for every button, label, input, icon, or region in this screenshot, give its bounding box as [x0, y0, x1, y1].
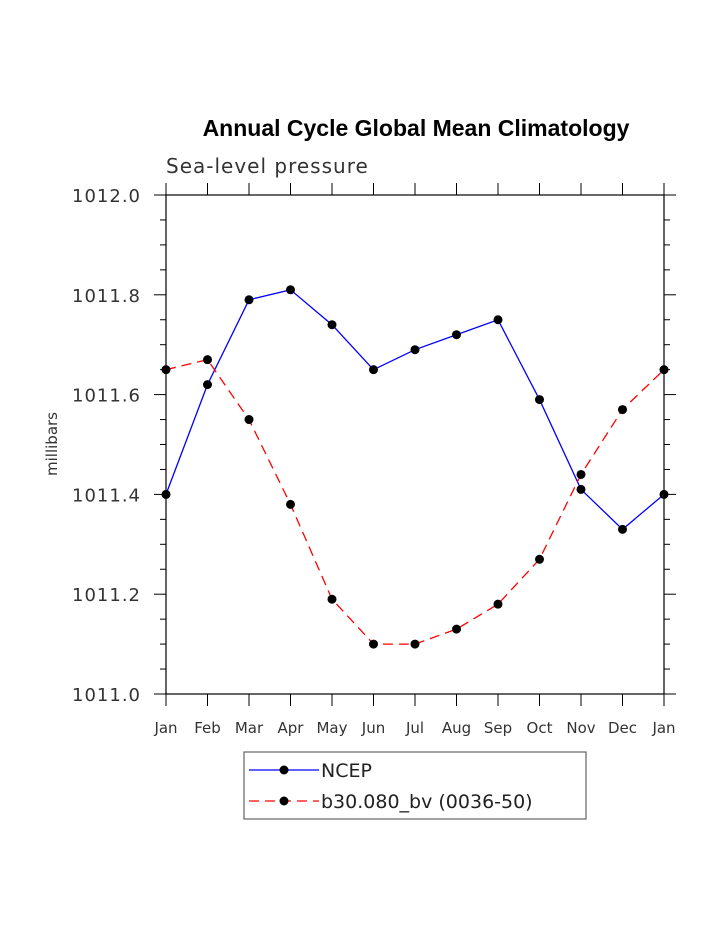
series-line-0: [165, 289, 665, 531]
series-1-point: [452, 624, 461, 634]
plot-frame: [165, 194, 665, 695]
y-axis-label: millibars: [43, 412, 61, 476]
y-tick-label: 1012.0: [72, 186, 141, 207]
x-tick-labels: Jan Feb Mar Apr May Jun Jul Aug Sep Oct Nov Dec Jan: [153, 719, 675, 737]
series-1-point: [244, 415, 254, 425]
x-tick-label: Sep: [484, 719, 512, 737]
series-layer: [161, 285, 669, 649]
chart-subtitle: Sea-level pressure: [166, 154, 369, 178]
series-1-point: [576, 469, 586, 479]
series-0-point: [369, 365, 378, 375]
y-tick-label: 1011.6: [72, 386, 141, 407]
series-0-point: [244, 295, 254, 305]
chart-title: Annual Cycle Global Mean Climatology: [203, 115, 630, 141]
x-tick-label: Aug: [442, 719, 471, 737]
series-1-point: [369, 639, 378, 649]
y-tick-labels: 1011.0 1011.2 1011.4 1011.6 1011.8 1012.0: [72, 186, 141, 706]
series-0-point: [493, 315, 503, 325]
series-1-point: [161, 365, 171, 375]
x-tick-label: May: [316, 719, 347, 737]
legend-label-b30: b30.080_bv (0036-50): [321, 791, 533, 813]
x-tick-label: Jun: [361, 719, 385, 737]
series-0-point: [203, 380, 212, 390]
x-tick-label: Feb: [194, 719, 221, 737]
x-tick-label: Dec: [608, 719, 637, 737]
series-1-point: [410, 639, 420, 649]
series-0-point: [452, 330, 461, 340]
x-tick-label: Nov: [566, 719, 595, 737]
series-1-point: [535, 554, 544, 564]
legend-label-ncep: NCEP: [321, 760, 372, 782]
y-tick-label: 1011.0: [72, 685, 141, 706]
series-0-point: [535, 395, 544, 405]
series-0-point: [161, 489, 171, 499]
series-1-point: [286, 499, 295, 509]
series-0-point: [659, 489, 669, 499]
x-tick-label: Jan: [153, 719, 177, 737]
legend-box: [243, 751, 587, 820]
series-0-point: [327, 320, 337, 330]
series-0-point: [576, 484, 586, 494]
x-tick-label: Jul: [405, 719, 424, 737]
y-tick-label: 1011.4: [72, 485, 141, 506]
series-1-point: [327, 594, 337, 604]
x-tick-label: Oct: [527, 719, 553, 737]
legend-marker-ncep: [279, 765, 289, 775]
series-0-point: [410, 345, 420, 355]
series-1-point: [493, 599, 503, 609]
series-0-point: [286, 285, 295, 295]
x-tick-label: Mar: [235, 719, 264, 737]
y-tick-label: 1011.8: [72, 286, 141, 307]
series-0-point: [618, 524, 627, 534]
x-tick-label: Jan: [651, 719, 675, 737]
axis-ticks: [154, 183, 676, 706]
series-line-1: [165, 358, 665, 645]
legend-marker-b30: [279, 796, 289, 806]
y-tick-label: 1011.2: [72, 585, 141, 606]
series-1-point: [618, 405, 627, 415]
series-1-point: [203, 355, 212, 365]
legend: NCEP b30.080_bv (0036-50): [243, 751, 587, 820]
series-1-point: [659, 365, 669, 375]
x-tick-label: Apr: [278, 719, 305, 737]
